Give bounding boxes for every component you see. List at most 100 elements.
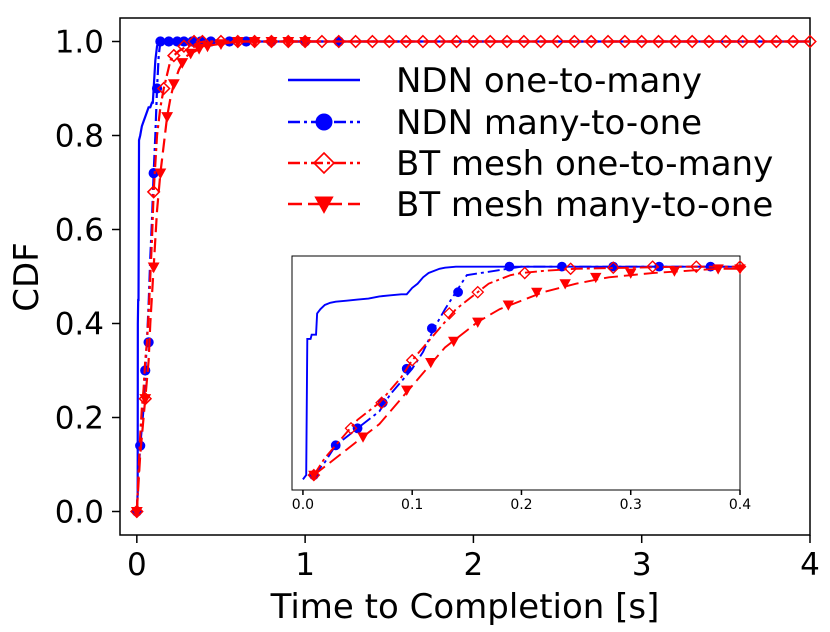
main-series-3-marker <box>177 39 191 54</box>
inset-axis-ticks: 0.0 0.1 0.2 0.3 0.4 <box>292 490 751 513</box>
main-series-4-marker <box>139 394 152 405</box>
inset-series-2-marker <box>504 261 515 272</box>
inset-x-tick-label: 0.0 <box>292 497 314 513</box>
inset-x-tick-label: 0.3 <box>620 497 642 513</box>
inset-series-3-line <box>313 265 740 476</box>
main-series-4-marker <box>201 41 214 53</box>
main-series-4-marker <box>282 36 295 48</box>
inset-series-4-marker <box>502 300 515 311</box>
main-series-3-marker <box>702 34 716 49</box>
legend-item-2-label: NDN many-to-one <box>396 103 702 143</box>
inset-x-tick-label: 0.1 <box>401 497 423 513</box>
inset-series-2-marker <box>426 323 437 334</box>
main-y-tick-label: 1.0 <box>55 24 104 60</box>
main-series-3-marker <box>685 34 700 49</box>
inset-series-2-line <box>313 265 740 476</box>
main-series-3-marker <box>769 34 784 49</box>
main-series-4-marker <box>248 36 261 48</box>
legend-item-3-marker <box>312 151 336 175</box>
inset-x-tick-label: 0.4 <box>729 497 751 513</box>
inset-series-3-marker <box>518 266 532 280</box>
inset-series-2-marker <box>453 287 463 298</box>
y-axis-label: CDF <box>7 242 47 311</box>
main-series-3-marker <box>634 34 649 49</box>
x-axis-label: Time to Completion [s] <box>270 587 660 627</box>
main-series-3-marker <box>584 34 599 49</box>
main-series-3-marker <box>651 34 666 49</box>
inset-series-3-marker <box>344 421 358 435</box>
main-x-tick-label: 4 <box>800 547 820 583</box>
inset-series-1 <box>302 265 740 480</box>
main-plot-frame <box>119 17 811 536</box>
legend-item-2: NDN many-to-one <box>288 103 702 143</box>
inset-series-4-marker <box>357 432 369 443</box>
main-series-3-marker <box>331 34 346 49</box>
inset-series-4-marker <box>668 266 681 277</box>
main-series-2-marker <box>155 36 166 47</box>
legend-item-4-marker <box>314 196 334 214</box>
main-series-3-marker <box>752 34 767 49</box>
main-x-tick-label: 1 <box>295 547 315 583</box>
main-series-4-marker <box>215 39 227 50</box>
inset-series-4-marker <box>625 268 637 279</box>
inset-series-4-marker <box>734 264 746 275</box>
main-series-3-marker <box>567 34 582 49</box>
main-plot: 0 1 2 3 4 0.0 0.2 0.4 0.6 0.8 1.0 Time to Completi… <box>7 17 820 627</box>
main-series-2-marker <box>163 36 174 47</box>
inset-series-4-marker <box>425 357 437 369</box>
legend-item-1-label: NDN one-to-many <box>396 61 702 101</box>
main-series-4-marker <box>193 44 206 55</box>
main-series-3-marker <box>483 34 498 49</box>
legend-item-2-marker <box>315 113 333 131</box>
inset-series-3-marker <box>689 260 703 274</box>
main-series-3-marker <box>533 34 548 49</box>
main-series-4-marker <box>176 58 189 69</box>
main-series-3-marker <box>156 81 171 96</box>
legend-item-3-label: BT mesh one-to-many <box>396 144 773 184</box>
inset-series-3-marker <box>405 353 419 367</box>
main-y-tick-label: 0.6 <box>55 212 104 248</box>
main-series-3-marker <box>399 34 413 49</box>
main-y-tick-label: 0.8 <box>55 118 104 154</box>
main-series-3-marker <box>449 34 464 49</box>
main-series-4-marker <box>147 262 160 274</box>
main-series-3-marker <box>466 34 481 49</box>
inset-series-3-marker <box>471 285 485 299</box>
inset-series-4-marker <box>590 272 602 284</box>
main-series-3-marker <box>550 34 565 49</box>
inset-x-tick-label: 0.2 <box>510 497 532 513</box>
legend-item-1: NDN one-to-many <box>288 61 702 101</box>
inset-series-3-marker <box>442 306 456 320</box>
inset-series-4-marker <box>531 287 543 299</box>
legend-item-4: BT mesh many-to-one <box>288 185 773 225</box>
inset-series-3-marker <box>564 262 578 276</box>
main-series-3-marker <box>315 34 329 49</box>
main-series-4-marker <box>154 168 167 180</box>
main-series-3-marker <box>601 34 615 49</box>
main-y-tick-label: 0.2 <box>55 400 104 436</box>
main-series-3-marker <box>348 34 363 49</box>
inset-plot-frame <box>291 255 741 491</box>
legend-item-4-label: BT mesh many-to-one <box>396 185 773 225</box>
main-series-3-marker <box>618 34 632 49</box>
inset-series-4-marker <box>401 385 413 396</box>
main-series-3-marker <box>786 34 801 49</box>
main-series-4-marker <box>130 506 143 518</box>
inset-series-4-marker <box>712 264 724 275</box>
main-series-3-marker <box>719 34 733 49</box>
main-x-tick-label: 2 <box>464 547 484 583</box>
main-series-3-marker <box>365 34 380 49</box>
inset-series-3-marker <box>606 261 620 275</box>
main-x-tick-label: 0 <box>127 547 147 583</box>
inset-series-3-marker <box>375 396 389 410</box>
main-series-3-marker <box>803 34 817 49</box>
main-series-3-marker <box>517 34 531 49</box>
inset-series-4-marker <box>472 317 484 328</box>
main-series-3-marker <box>500 34 514 49</box>
inset-series-1-line <box>302 265 740 480</box>
inset-series-2-marker <box>352 423 363 434</box>
main-series-4-marker <box>231 36 244 48</box>
inset-series-4-marker <box>559 279 571 290</box>
main-series-3-marker <box>146 185 161 199</box>
